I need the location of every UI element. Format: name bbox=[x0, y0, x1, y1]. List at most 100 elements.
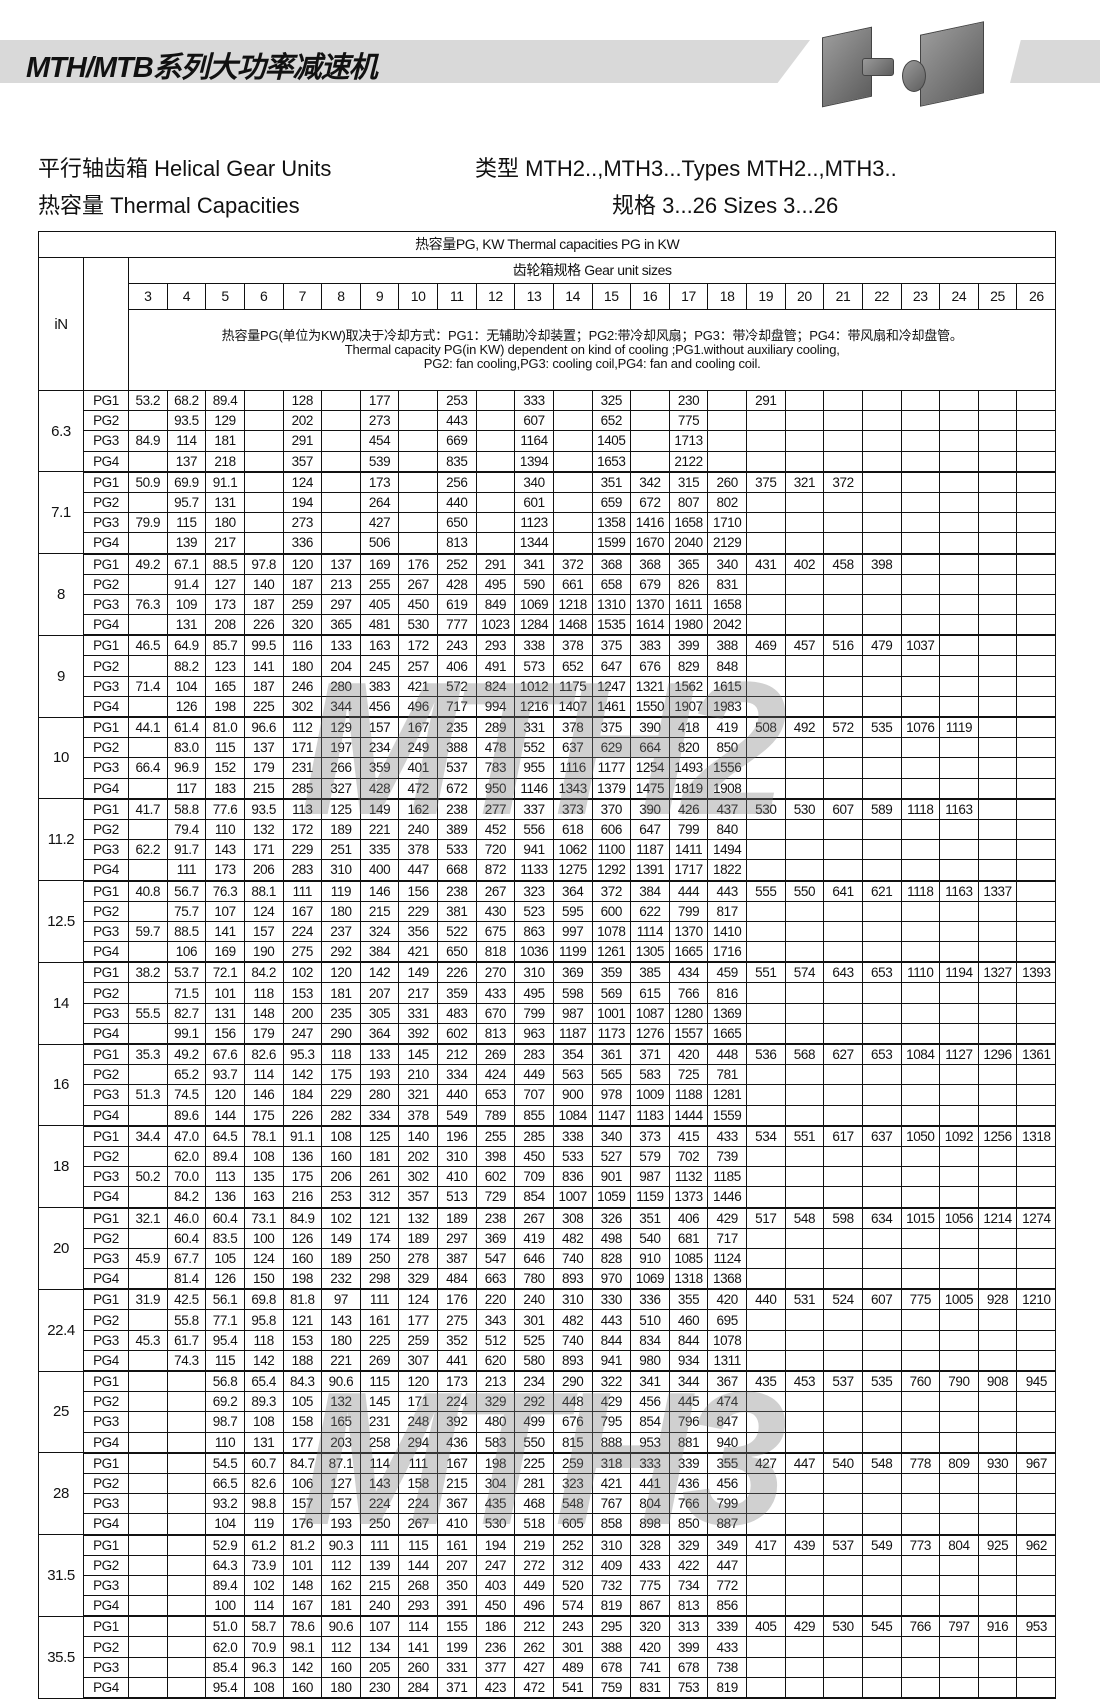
capacity-cell: 333 bbox=[514, 389, 554, 412]
capacity-cell: 253 bbox=[437, 389, 477, 412]
capacity-cell: 176 bbox=[398, 553, 438, 575]
capacity-cell: 198 bbox=[205, 695, 245, 718]
cooling-type-cell: PG3 bbox=[83, 1656, 129, 1678]
capacity-cell: 643 bbox=[823, 961, 863, 984]
table-row: PG4 89.6 144 175 226 282 334 378 549 789 855 1084 11… bbox=[39, 1104, 1057, 1127]
capacity-cell: 637 bbox=[552, 737, 593, 759]
capacity-cell: 69.8 bbox=[243, 1288, 284, 1311]
cooling-type-cell: PG3 bbox=[83, 1084, 129, 1106]
capacity-cell bbox=[823, 695, 863, 718]
table-row: 35.5 PG1 51.0 58.7 78.6 90.6 107 114 155 186 212 24… bbox=[38, 1615, 1057, 1699]
capacity-cell bbox=[784, 920, 825, 943]
capacity-cell bbox=[900, 1431, 941, 1454]
capacity-cell bbox=[475, 410, 516, 432]
capacity-cell: 157 bbox=[359, 716, 400, 739]
capacity-cell bbox=[823, 1104, 863, 1127]
capacity-cell: 372 bbox=[552, 553, 593, 575]
capacity-cell bbox=[823, 1676, 863, 1699]
capacity-cell: 766 bbox=[900, 1615, 941, 1638]
capacity-cell: 535 bbox=[861, 1370, 902, 1393]
capacity-cell: 119 bbox=[243, 1513, 284, 1536]
capacity-cell: 152 bbox=[205, 757, 245, 779]
ratio-cell: 14 bbox=[38, 961, 84, 1045]
capacity-cell: 729 bbox=[475, 1186, 516, 1209]
capacity-cell: 197 bbox=[321, 737, 361, 759]
capacity-cell: 99.1 bbox=[166, 1022, 207, 1045]
capacity-cell bbox=[707, 389, 747, 412]
capacity-cell: 387 bbox=[437, 1247, 477, 1270]
capacity-cell: 291 bbox=[282, 430, 323, 452]
capacity-cell bbox=[1016, 1636, 1057, 1658]
capacity-cell: 901 bbox=[591, 1166, 632, 1188]
cooling-type-cell: PG3 bbox=[83, 512, 129, 534]
capacity-cell: 142 bbox=[282, 1064, 323, 1086]
capacity-cell bbox=[784, 1022, 825, 1045]
capacity-cell bbox=[784, 532, 825, 555]
capacity-cell: 550 bbox=[514, 1431, 554, 1454]
capacity-cell bbox=[746, 1022, 786, 1045]
capacity-cell bbox=[900, 920, 941, 943]
capacity-cell: 38.2 bbox=[128, 961, 168, 984]
capacity-cell: 2042 bbox=[707, 614, 747, 637]
capacity-cell bbox=[823, 1411, 863, 1433]
table-row: PG4 117 183 215 285 327 428 472 672 950 1146 1343 13… bbox=[39, 777, 1057, 800]
capacity-cell: 330 bbox=[591, 1288, 632, 1311]
capacity-cell: 275 bbox=[437, 1309, 477, 1331]
capacity-cell bbox=[861, 1391, 902, 1413]
capacity-cell: 439 bbox=[784, 1534, 825, 1556]
capacity-cell: 102 bbox=[243, 1574, 284, 1597]
table-row: PG3 66.4 96.9 152 179 231 266 359 401 537 783 955 11… bbox=[39, 757, 1057, 779]
capacity-cell: 489 bbox=[552, 1656, 593, 1678]
capacity-cell bbox=[1016, 593, 1057, 616]
capacity-cell: 1023 bbox=[475, 614, 516, 637]
capacity-cell bbox=[900, 757, 941, 779]
capacity-cell: 955 bbox=[514, 757, 554, 779]
capacity-cell bbox=[939, 695, 979, 718]
capacity-cell: 813 bbox=[437, 532, 477, 555]
capacity-cell bbox=[939, 859, 979, 882]
capacity-cell: 96.3 bbox=[243, 1656, 284, 1678]
capacity-cell: 308 bbox=[552, 1207, 593, 1229]
capacity-cell bbox=[939, 655, 979, 677]
capacity-cell bbox=[861, 471, 902, 493]
capacity-cell: 310 bbox=[321, 859, 361, 882]
capacity-cell bbox=[939, 410, 979, 432]
capacity-cell: 91.7 bbox=[166, 839, 207, 861]
capacity-cell bbox=[977, 450, 1018, 473]
capacity-cell: 427 bbox=[359, 512, 400, 534]
capacity-cell: 1069 bbox=[514, 593, 554, 616]
capacity-cell bbox=[784, 695, 825, 718]
capacity-cell: 456 bbox=[707, 1472, 747, 1495]
capacity-cell bbox=[900, 614, 941, 637]
capacity-cell: 81.4 bbox=[166, 1268, 207, 1291]
capacity-cell bbox=[823, 1268, 863, 1291]
table-row: PG4 126 198 225 302 344 456 496 717 994 1216 1407 14… bbox=[39, 695, 1057, 718]
capacity-cell bbox=[939, 491, 979, 514]
table-row: PG4 99.1 156 179 247 290 364 392 602 813 963 1187 11… bbox=[39, 1022, 1057, 1045]
capacity-cell bbox=[1016, 614, 1057, 637]
capacity-cell bbox=[900, 1636, 941, 1658]
capacity-cell bbox=[1016, 818, 1057, 841]
capacity-cell: 676 bbox=[630, 655, 670, 677]
capacity-cell: 167 bbox=[282, 1595, 323, 1618]
capacity-cell: 1078 bbox=[591, 920, 632, 943]
capacity-cell: 70.9 bbox=[243, 1636, 284, 1658]
capacity-cell: 177 bbox=[359, 389, 400, 412]
capacity-cell: 1370 bbox=[630, 593, 670, 616]
capacity-cell bbox=[321, 512, 361, 534]
capacity-cell bbox=[939, 1595, 979, 1618]
capacity-cell: 399 bbox=[668, 1636, 709, 1658]
capacity-cell: 141 bbox=[243, 655, 284, 677]
capacity-cell bbox=[900, 982, 941, 1004]
capacity-cell: 326 bbox=[591, 1207, 632, 1229]
capacity-cell bbox=[939, 389, 979, 412]
capacity-cell: 436 bbox=[668, 1472, 709, 1495]
capacity-cell: 421 bbox=[398, 675, 438, 697]
capacity-cell bbox=[784, 450, 825, 473]
capacity-cell: 1124 bbox=[707, 1247, 747, 1270]
capacity-cell: 156 bbox=[398, 880, 438, 902]
capacity-cell: 334 bbox=[437, 1064, 477, 1086]
capacity-cell: 1358 bbox=[591, 512, 632, 534]
capacity-cell: 84.2 bbox=[243, 961, 284, 984]
capacity-cell bbox=[784, 1104, 825, 1127]
